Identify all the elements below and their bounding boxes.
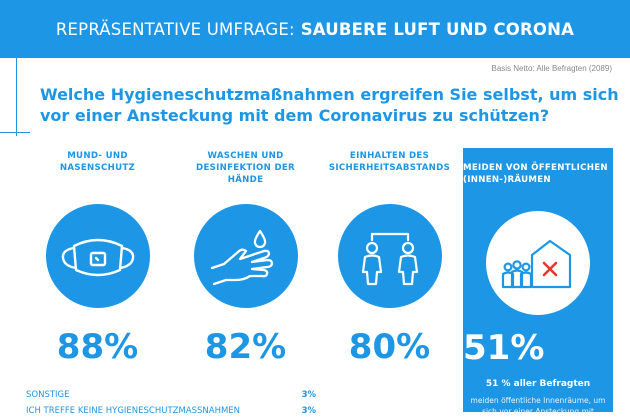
other-row-1: SONSTIGE 3% bbox=[26, 390, 316, 400]
value-label-3: 80% bbox=[348, 327, 431, 367]
category-label-2: WASCHEN UND DESINFEKTION DER HÄNDE bbox=[196, 151, 295, 185]
value-label-4: 51% bbox=[463, 328, 545, 368]
chart-column-1: MUND- UND NASENSCHUTZ 88% bbox=[30, 150, 165, 367]
value-label-2: 82% bbox=[204, 327, 287, 367]
other-row-2: ICH TREFFE KEINE HYGIENESCHUTZMASSNAHMEN… bbox=[26, 406, 316, 416]
highlight-description: meiden öffentliche Innenräume, um sich v… bbox=[470, 396, 606, 416]
category-label-4: MEIDEN VON ÖFFENTLICHEN (INNEN-)RÄUMEN bbox=[463, 163, 608, 185]
other-label-1: SONSTIGE bbox=[26, 390, 70, 400]
highlight-summary: 51 % aller Befragten bbox=[485, 379, 591, 389]
survey-question: Welche Hygieneschutzmaßnahmen ergreifen … bbox=[40, 85, 619, 125]
chart-column-4-highlight: MEIDEN VON ÖFFENTLICHEN (INNEN-)RÄUMEN 5… bbox=[463, 148, 613, 416]
category-label-1: MUND- UND NASENSCHUTZ bbox=[59, 151, 136, 173]
other-value-1: 3% bbox=[301, 390, 316, 400]
category-label-3: EINHALTEN DES SICHERHEITSABSTANDS bbox=[328, 151, 451, 173]
hand-wash-icon bbox=[193, 204, 298, 308]
other-label-2: ICH TREFFE KEINE HYGIENESCHUTZMASSNAHMEN bbox=[26, 406, 241, 416]
header-title-bold: SAUBERE LUFT UND CORONA bbox=[300, 19, 575, 39]
chart-column-2: WASCHEN UND DESINFEKTION DER HÄNDE 82% bbox=[178, 150, 313, 367]
chart-column-3: EINHALTEN DES SICHERHEITSABSTANDS 80% bbox=[322, 150, 457, 367]
other-value-2: 3% bbox=[301, 406, 316, 416]
house-avoid-icon bbox=[486, 211, 590, 315]
value-label-1: 88% bbox=[56, 327, 139, 367]
mask-icon bbox=[45, 204, 150, 308]
distance-icon bbox=[337, 204, 442, 308]
basis-note: Basis Netto: Alle Befragten (2089) bbox=[491, 64, 612, 73]
header-title-light: REPRÄSENTATIVE UMFRAGE: bbox=[55, 19, 295, 39]
decorative-line-vertical bbox=[16, 58, 17, 136]
header-banner: REPRÄSENTATIVE UMFRAGE: SAUBERE LUFT UND… bbox=[0, 0, 630, 58]
decorative-line-horizontal bbox=[0, 132, 30, 133]
